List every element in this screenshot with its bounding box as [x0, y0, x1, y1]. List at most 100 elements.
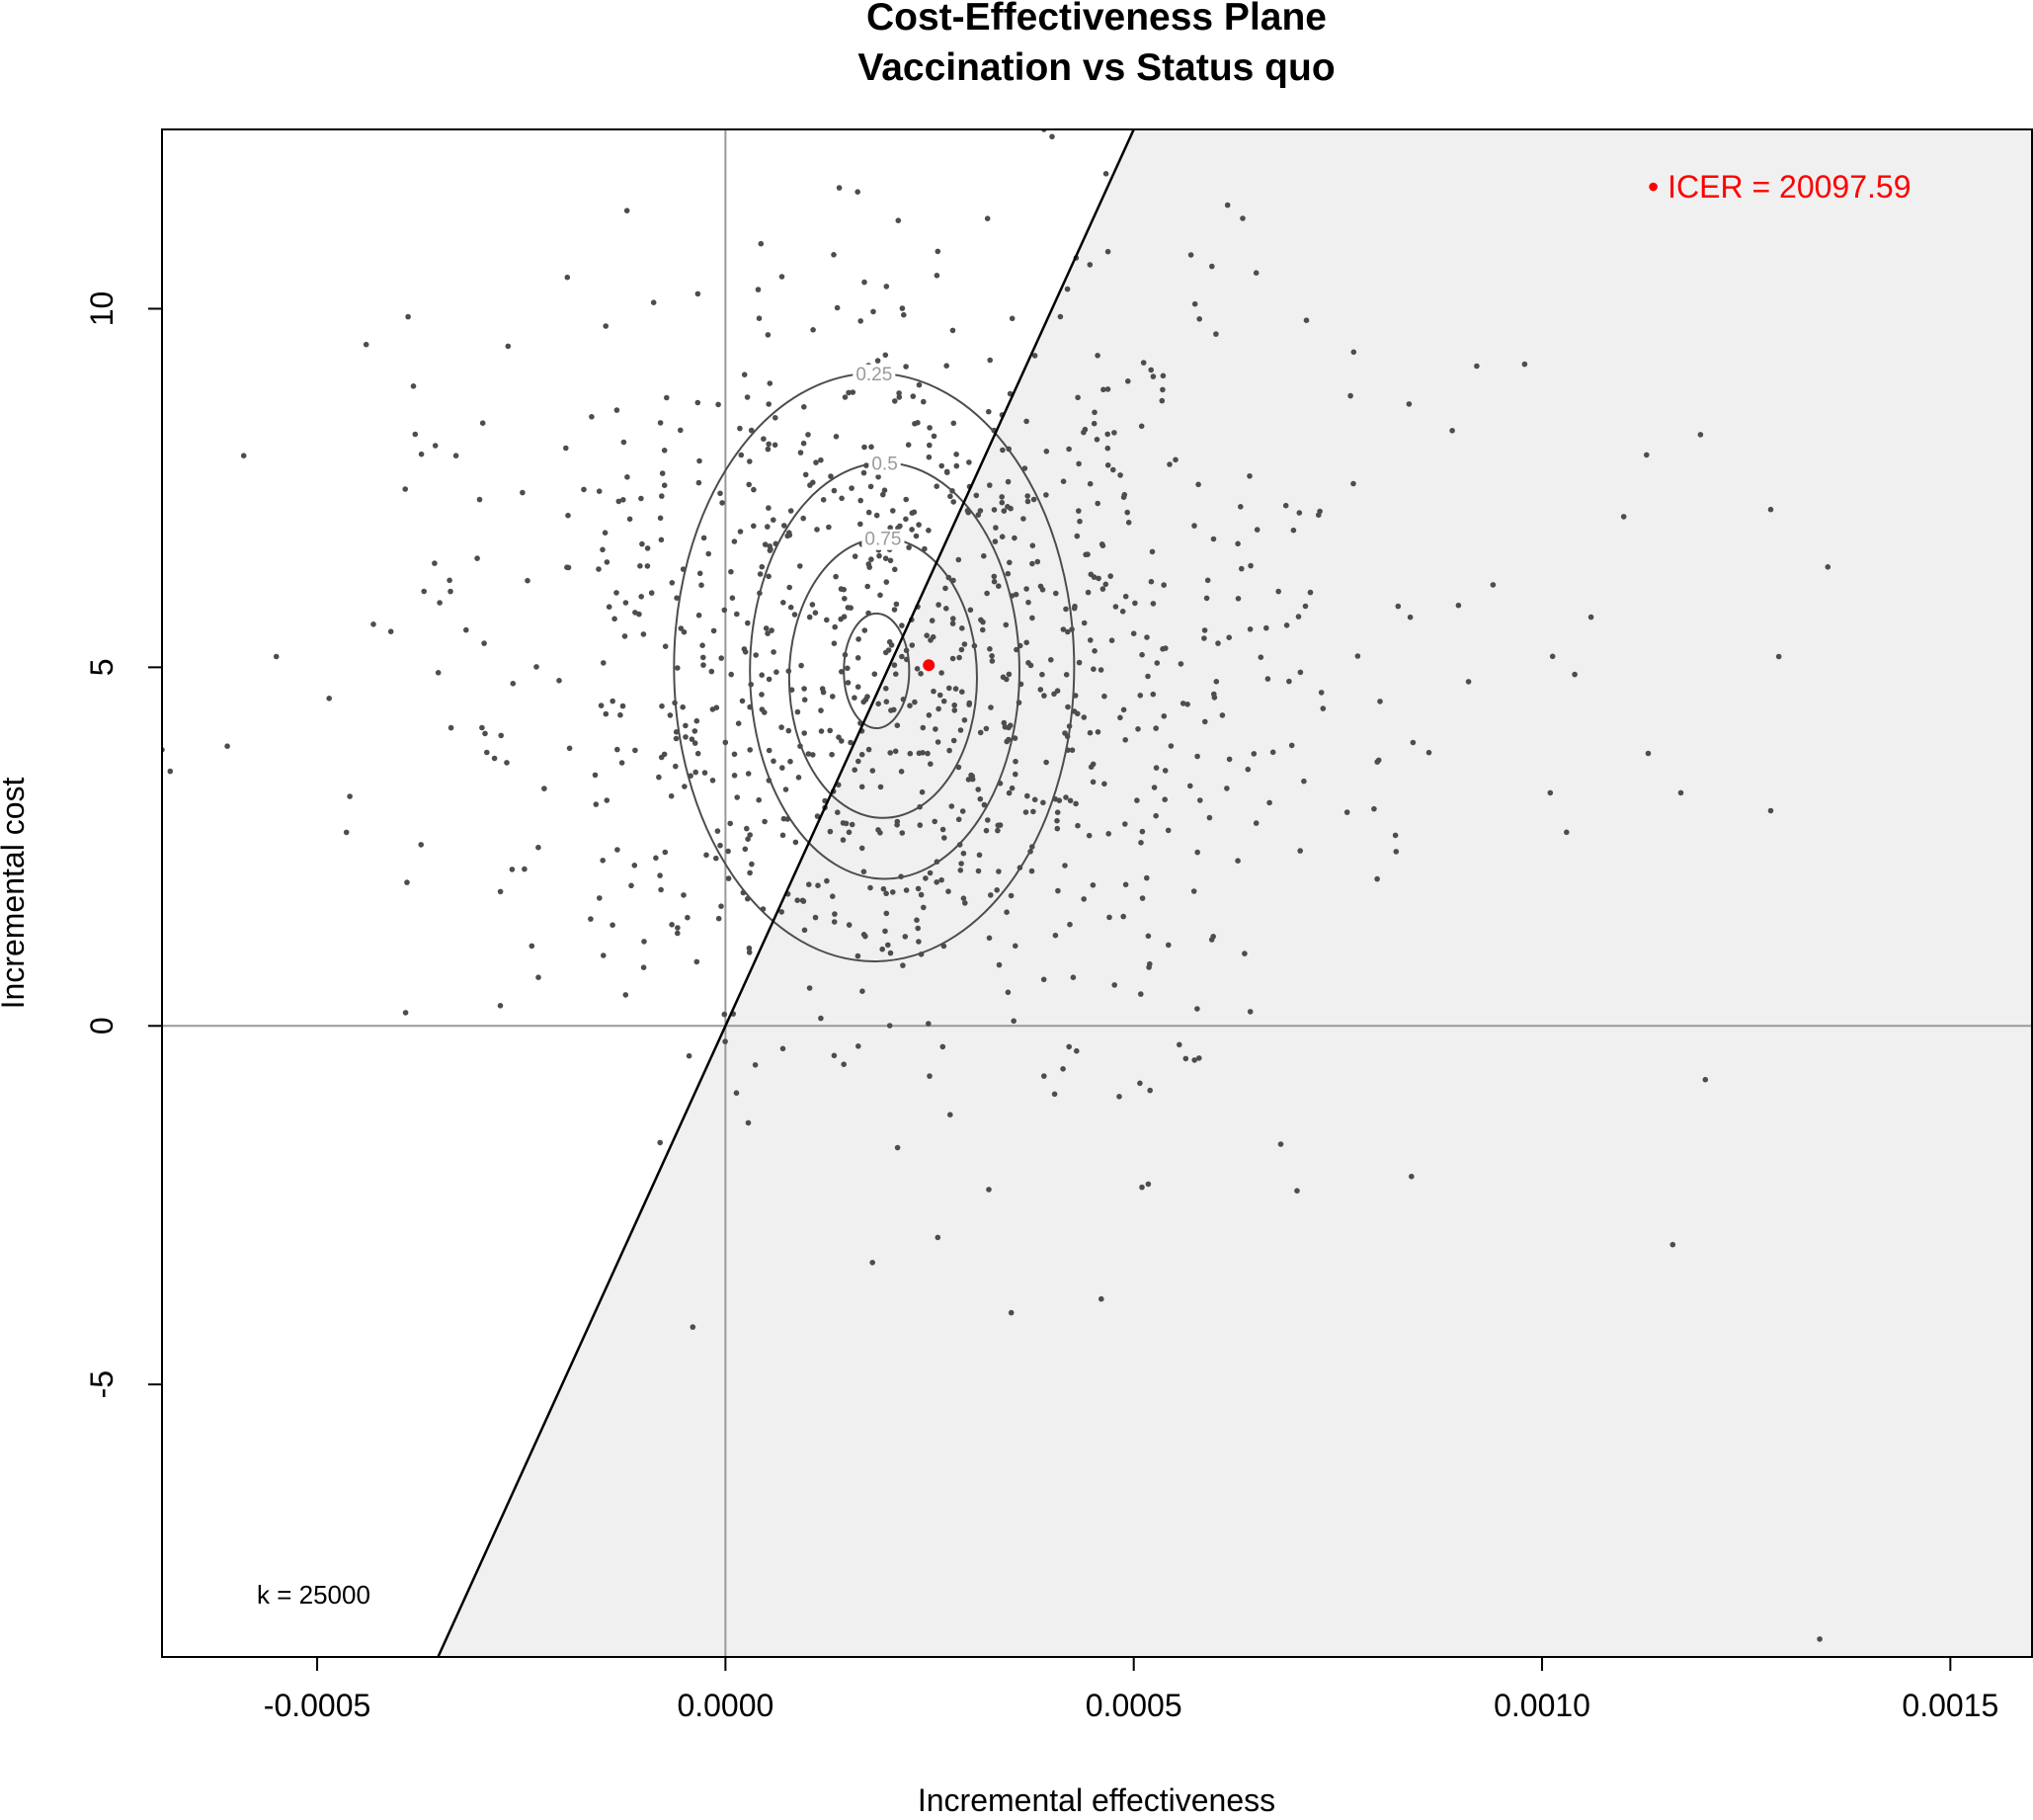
simulation-point	[1213, 679, 1220, 685]
simulation-point	[1138, 423, 1145, 430]
simulation-point	[615, 498, 622, 505]
simulation-point	[861, 279, 867, 286]
simulation-point	[491, 755, 498, 762]
simulation-point	[1258, 654, 1264, 660]
simulation-point	[943, 606, 949, 612]
chart-title: Cost-Effectiveness Plane	[866, 0, 1327, 39]
simulation-point	[1153, 765, 1160, 771]
simulation-point	[682, 784, 688, 789]
simulation-point	[1076, 508, 1082, 514]
simulation-point	[958, 646, 965, 653]
simulation-point	[1297, 669, 1304, 676]
simulation-point	[626, 516, 633, 523]
simulation-point	[1099, 542, 1106, 548]
simulation-point	[1295, 614, 1302, 620]
simulation-point	[801, 404, 807, 410]
simulation-point	[840, 837, 847, 843]
simulation-point	[839, 738, 845, 744]
simulation-point	[404, 879, 410, 885]
simulation-point	[868, 444, 874, 451]
simulation-point	[1090, 882, 1097, 888]
simulation-point	[880, 491, 886, 498]
contour-label-bg	[861, 529, 905, 550]
simulation-point	[638, 594, 644, 600]
simulation-point	[1290, 527, 1297, 534]
y-axis: -5 0 5 10	[84, 291, 163, 1398]
simulation-point	[880, 885, 887, 892]
simulation-point	[894, 822, 900, 828]
simulation-point	[879, 946, 885, 952]
simulation-point	[901, 311, 907, 318]
simulation-point	[744, 394, 751, 400]
simulation-point	[1465, 679, 1472, 685]
simulation-point	[849, 485, 854, 491]
simulation-point	[1029, 615, 1035, 621]
simulation-point	[1264, 676, 1271, 682]
simulation-point	[509, 867, 516, 872]
simulation-point	[681, 892, 687, 898]
simulation-point	[975, 786, 981, 792]
simulation-point	[1191, 300, 1198, 307]
simulation-point	[661, 448, 668, 454]
simulation-point	[903, 516, 909, 523]
simulation-point	[610, 922, 615, 928]
simulation-point	[1144, 634, 1150, 640]
simulation-point	[977, 795, 984, 802]
simulation-point	[505, 343, 512, 350]
y-tick-label: 0	[84, 1017, 120, 1034]
simulation-point	[1196, 1055, 1202, 1061]
simulation-point	[1000, 447, 1006, 454]
simulation-point	[1028, 868, 1035, 874]
simulation-point	[1767, 506, 1774, 513]
simulation-point	[975, 512, 982, 518]
simulation-point	[632, 747, 638, 754]
simulation-point	[745, 771, 752, 777]
simulation-point	[855, 1043, 861, 1049]
simulation-point	[1104, 462, 1111, 468]
simulation-point	[1030, 808, 1036, 815]
simulation-point	[926, 712, 933, 718]
simulation-point	[965, 509, 971, 516]
simulation-point	[1226, 756, 1233, 763]
simulation-point	[1024, 792, 1030, 799]
simulation-point	[1168, 743, 1175, 749]
simulation-point	[1139, 651, 1145, 658]
simulation-point	[1253, 820, 1260, 826]
simulation-point	[722, 1038, 728, 1044]
simulation-point	[1088, 571, 1095, 578]
simulation-point	[1318, 690, 1325, 696]
simulation-point	[1087, 729, 1094, 736]
simulation-point	[1253, 270, 1260, 277]
simulation-point	[834, 304, 841, 311]
simulation-point	[931, 433, 937, 440]
simulation-point	[749, 861, 755, 868]
simulation-point	[1067, 921, 1073, 928]
simulation-point	[903, 364, 909, 370]
simulation-point	[657, 1139, 663, 1146]
simulation-point	[887, 750, 893, 756]
simulation-point	[1100, 386, 1106, 393]
simulation-point	[841, 614, 848, 620]
simulation-point	[1065, 703, 1071, 710]
simulation-point	[882, 928, 888, 935]
simulation-point	[657, 420, 664, 426]
simulation-point	[802, 471, 809, 478]
simulation-point	[1211, 691, 1217, 698]
simulation-point	[693, 717, 700, 724]
simulation-point	[1195, 481, 1201, 488]
simulation-point	[810, 752, 816, 758]
simulation-point	[696, 457, 702, 464]
simulation-point	[831, 487, 838, 494]
simulation-point	[833, 573, 839, 580]
simulation-point	[1130, 630, 1137, 636]
simulation-point	[667, 712, 674, 718]
simulation-point	[1102, 171, 1109, 177]
simulation-point	[1147, 1087, 1153, 1094]
simulation-point	[1242, 951, 1248, 956]
simulation-point	[693, 958, 700, 965]
simulation-point	[1297, 848, 1303, 854]
simulation-point	[1043, 492, 1049, 498]
simulation-point	[1239, 565, 1245, 572]
simulation-point	[1132, 600, 1138, 607]
simulation-point	[1122, 737, 1128, 743]
